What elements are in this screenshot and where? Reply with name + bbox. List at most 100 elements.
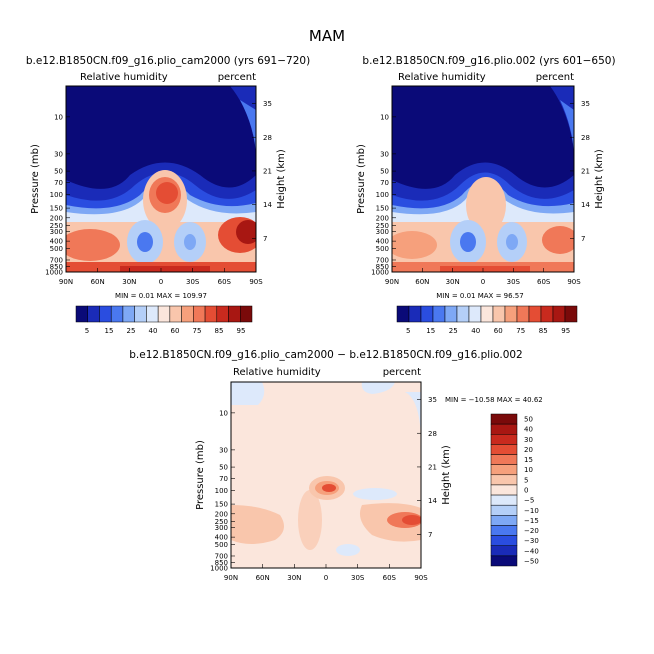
panel-c-xtick-label: 60N — [256, 574, 270, 582]
panel-a-right-label: percent — [218, 72, 256, 83]
panel-b-rtick-label: 14 — [581, 201, 590, 209]
panel-c-field — [231, 382, 421, 568]
colorbar-diff-label: −50 — [524, 557, 539, 565]
panel-c-ytick-label: 250 — [215, 518, 228, 526]
panel-a-ylabel-left: Pressure (mb) — [30, 144, 41, 214]
colorbar-b-swatch — [444, 305, 458, 323]
colorbar-a-label: 5 — [85, 327, 89, 335]
panel-a: b.e12.B1850CN.f09_g16.plio_cam2000 (yrs … — [26, 55, 310, 300]
panel-b-left-label: Relative humidity — [398, 72, 486, 83]
panel-a-ytick-label: 70 — [54, 179, 63, 187]
colorbar-a-label: 40 — [149, 327, 158, 335]
colorbar-a-label: 15 — [105, 327, 114, 335]
panel-c-ytick-label: 30 — [219, 446, 228, 454]
colorbar-a-swatch — [157, 305, 171, 323]
panel-a-ytick-label: 100 — [50, 191, 63, 199]
colorbar-diff-label: 15 — [524, 456, 533, 464]
panel-b-field — [392, 86, 574, 272]
panel-b-min-max: MIN = 0.01 MAX = 96.57 — [436, 292, 523, 300]
panel-a-ytick-label: 250 — [50, 222, 63, 230]
panel-b-ytick-label: 70 — [380, 179, 389, 187]
panel-c-rtick-label: 7 — [428, 531, 432, 539]
colorbar-a-swatch — [146, 305, 159, 323]
panel-c-ylabel-right: Height (km) — [441, 445, 452, 505]
colorbar-diff-swatch — [490, 454, 518, 465]
panel-b-ytick-label: 250 — [376, 222, 389, 230]
panel-a-rtick-label: 7 — [263, 235, 267, 243]
colorbar-a-swatch — [110, 305, 124, 323]
colorbar-diff-swatch — [490, 494, 518, 506]
panel-a-ytick-label: 1000 — [45, 269, 63, 277]
colorbar-a-swatch — [169, 305, 182, 323]
colorbar-b-swatch — [552, 305, 566, 323]
panel-b-title: b.e12.B1850CN.f09_g16.plio.002 (yrs 601−… — [362, 55, 615, 67]
colorbar-a-label: 85 — [215, 327, 224, 335]
panel-a-left-label: Relative humidity — [80, 72, 168, 83]
colorbar-a-swatch — [204, 305, 218, 323]
colorbar-a-swatch — [193, 305, 206, 323]
panel-b-rtick-label: 21 — [581, 167, 590, 175]
colorbar-a-swatch — [87, 305, 100, 323]
colorbar-diff-label: 20 — [524, 446, 533, 454]
colorbar-diff-swatch — [490, 474, 518, 486]
panel-b-ytick-label: 400 — [376, 238, 389, 246]
colorbar-diff-swatch — [490, 464, 518, 476]
panel-c-xtick-label: 90N — [224, 574, 238, 582]
colorbar-diff-label: 0 — [524, 487, 528, 495]
panel-b-rtick-label: 7 — [581, 235, 585, 243]
colorbar-diff-label: −40 — [524, 547, 539, 555]
colorbar-b-swatch — [468, 305, 482, 323]
colorbar-diff-swatch — [490, 423, 518, 435]
panel-b: b.e12.B1850CN.f09_g16.plio.002 (yrs 601−… — [362, 55, 615, 300]
colorbar-a-label: 75 — [193, 327, 202, 335]
colorbar-diff-label: 5 — [524, 476, 528, 484]
panel-a-rtick-label: 35 — [263, 100, 272, 108]
generated-marks: 1030507010015020025030040050070085010003… — [30, 100, 605, 582]
panel-b-ytick-label: 50 — [380, 168, 389, 176]
panel-c-ytick-label: 850 — [215, 559, 228, 567]
panel-c-xtick-label: 90S — [414, 574, 428, 582]
colorbar-b-swatch — [492, 305, 506, 323]
panel-a-xtick-label: 60N — [91, 278, 105, 286]
colorbar-b-label: 40 — [471, 327, 480, 335]
colorbar-b-swatch — [420, 305, 434, 323]
panel-b-xtick-label: 30N — [446, 278, 460, 286]
panel-c-rtick-label: 14 — [428, 497, 437, 505]
main-title: MAM — [309, 27, 345, 45]
panel-b-xtick-label: 0 — [481, 278, 485, 286]
colorbar-b-label: 75 — [516, 327, 525, 335]
panel-c-ytick-label: 200 — [215, 510, 228, 518]
colorbar-diff-swatch — [490, 434, 518, 445]
panel-b-right-label: percent — [536, 72, 574, 83]
panel-b-ytick-label: 850 — [376, 263, 389, 271]
colorbar-b-label: 85 — [539, 327, 548, 335]
panel-c-xtick-label: 30N — [287, 574, 301, 582]
colorbar-a-swatch — [240, 305, 253, 323]
colorbar-b-label: 5 — [406, 327, 410, 335]
colorbar-diff-label: 50 — [524, 416, 533, 424]
colorbar-diff-swatch — [490, 555, 518, 567]
colorbar-diff-label: −30 — [524, 537, 539, 545]
panel-c-ytick-label: 100 — [215, 487, 228, 495]
panel-b-ytick-label: 10 — [380, 113, 389, 121]
colorbar-diff-label: 40 — [524, 426, 533, 434]
colorbar-a-swatch — [134, 305, 147, 323]
panel-c-ytick-label: 50 — [219, 464, 228, 472]
panel-c-rtick-label: 35 — [428, 396, 437, 404]
colorbar-diff-swatch — [490, 525, 518, 536]
colorbar-diff-swatch — [490, 545, 518, 557]
panel-c-xtick-label: 0 — [324, 574, 328, 582]
panel-b-ylabel-right: Height (km) — [594, 149, 605, 209]
panel-b-xtick-label: 90S — [567, 278, 581, 286]
panel-b-ytick-label: 30 — [380, 150, 389, 158]
panel-b-ylabel-left: Pressure (mb) — [356, 144, 367, 214]
colorbar-diff-label: −20 — [524, 527, 539, 535]
colorbar-b-swatch — [432, 305, 446, 323]
colorbar-a-swatch — [99, 305, 112, 323]
colorbar-b-label: 15 — [426, 327, 435, 335]
colorbar-a-swatch — [75, 305, 88, 323]
panel-c-xtick-label: 30S — [351, 574, 365, 582]
colorbar-b-swatch — [516, 305, 530, 323]
panel-a-min-max: MIN = 0.01 MAX = 109.97 — [115, 292, 207, 300]
